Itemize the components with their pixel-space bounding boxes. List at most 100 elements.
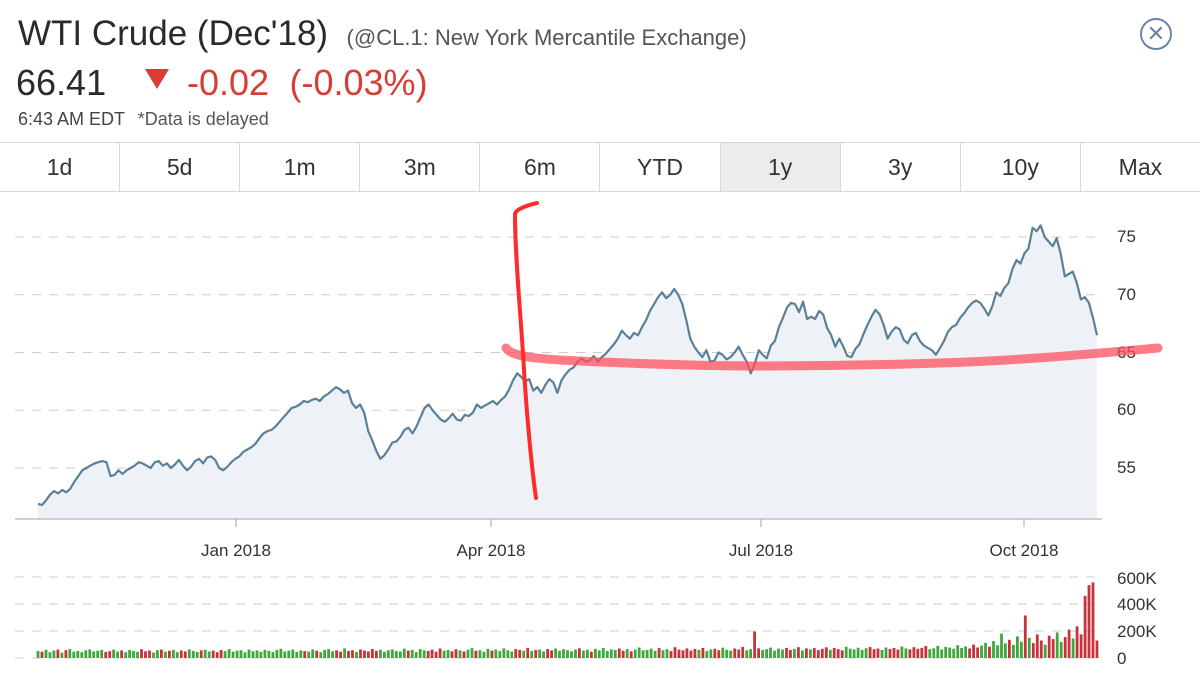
volume-bar [124, 652, 127, 658]
volume-bar [446, 650, 450, 658]
volume-bar [860, 649, 864, 658]
volume-bar [1012, 645, 1015, 658]
volume-bar [1000, 633, 1003, 658]
volume-bar [335, 650, 338, 658]
volume-bar [160, 649, 163, 658]
volume-bar [769, 647, 772, 658]
volume-bar [613, 650, 617, 658]
close-icon[interactable]: ✕ [1140, 18, 1172, 50]
volume-bar [701, 648, 705, 658]
tab-5d[interactable]: 5d [120, 143, 241, 191]
last-price: 66.41 [16, 62, 107, 103]
volume-bar [263, 649, 267, 658]
volume-bar [1059, 642, 1063, 658]
volume-bar [291, 649, 295, 658]
volume-bar [836, 649, 840, 658]
tab-1y[interactable]: 1y [720, 143, 841, 191]
volume-bar [164, 651, 167, 658]
volume-bar [223, 651, 227, 658]
tab-1d[interactable]: 1d [0, 143, 121, 191]
volume-grid [15, 576, 1102, 659]
volume-bar [474, 650, 478, 658]
volume-bar [872, 649, 876, 658]
volume-bar [199, 650, 203, 658]
volume-bar [936, 645, 940, 659]
annotation-support-line [501, 343, 1163, 371]
volume-bar [88, 649, 92, 658]
tab-ytd[interactable]: YTD [600, 143, 721, 191]
volume-bar [1095, 640, 1099, 659]
volume-bar [824, 647, 828, 658]
volume-bar [677, 649, 681, 658]
volume-bar [259, 651, 263, 658]
volume-bar [892, 648, 896, 658]
volume-bar [793, 649, 796, 658]
range-tabs: 1d 5d 1m 3m 6m YTD 1y 3y 10y Max [0, 142, 1200, 192]
volume-bar [116, 651, 119, 658]
tab-3y[interactable]: 3y [841, 143, 961, 191]
volume-bar [558, 650, 561, 658]
tab-1m[interactable]: 1m [240, 143, 361, 191]
volume-bar [1047, 635, 1051, 658]
annotation-vertical-line [512, 201, 539, 500]
volume-bar [785, 647, 788, 658]
x-tick-label: Jan 2018 [201, 541, 271, 560]
volume-bar [1055, 632, 1059, 658]
volume-bar [84, 650, 88, 658]
volume-bar [812, 648, 816, 658]
volume-bar [44, 649, 48, 658]
volume-bar [916, 648, 920, 658]
volume-bar [156, 650, 159, 658]
volume-bars [36, 582, 1099, 659]
volume-bar [1039, 640, 1043, 659]
volume-bar [657, 648, 661, 658]
volume-bar [434, 651, 438, 658]
volume-bar [120, 650, 123, 658]
volume-bar [729, 650, 733, 658]
volume-bar [1031, 643, 1035, 658]
volume-bar [864, 648, 868, 658]
volume-bar [912, 647, 916, 658]
volume-bar [275, 650, 279, 658]
volume-bar [920, 647, 924, 658]
volume-bar [832, 648, 836, 658]
tab-max[interactable]: Max [1118, 154, 1163, 180]
volume-bar [888, 649, 892, 658]
volume-bar [518, 649, 522, 658]
volume-bar [717, 650, 721, 658]
volume-bar [550, 650, 553, 658]
volume-bar [96, 650, 100, 658]
volume-bar [132, 650, 135, 658]
volume-bar [470, 648, 474, 658]
volume-bar [478, 650, 482, 658]
volume-bar [514, 649, 518, 658]
volume-bar [299, 650, 303, 658]
x-tick-label: Oct 2018 [990, 541, 1059, 560]
volume-bar [956, 645, 960, 658]
volume-bar [398, 651, 402, 658]
volume-bar [430, 649, 434, 658]
volume-bar [773, 650, 776, 658]
volume-bar [510, 651, 514, 658]
volume-bar [621, 650, 625, 658]
volume-bar [48, 652, 52, 658]
tab-6m[interactable]: 6m [480, 143, 601, 191]
volume-bar [669, 651, 673, 658]
volume-bar [104, 651, 108, 658]
tab-3m[interactable]: 3m [360, 143, 481, 191]
volume-bar [594, 648, 597, 658]
price-row: 66.41 -0.02 (-0.03%) [16, 62, 428, 104]
delayed-note: *Data is delayed [137, 109, 269, 129]
volume-bar [315, 650, 319, 658]
tab-10y[interactable]: 10y [961, 143, 1081, 191]
volume-bar [625, 649, 629, 658]
volume-bar [733, 648, 737, 658]
volume-bar [880, 650, 884, 658]
volume-y-axis: 600K 400K 200K 0 [1117, 569, 1157, 668]
volume-bar [856, 647, 860, 658]
x-tick-label: Jul 2018 [729, 541, 793, 560]
volume-bar [805, 648, 808, 658]
volume-bar [383, 651, 386, 658]
volume-bar [601, 647, 605, 658]
